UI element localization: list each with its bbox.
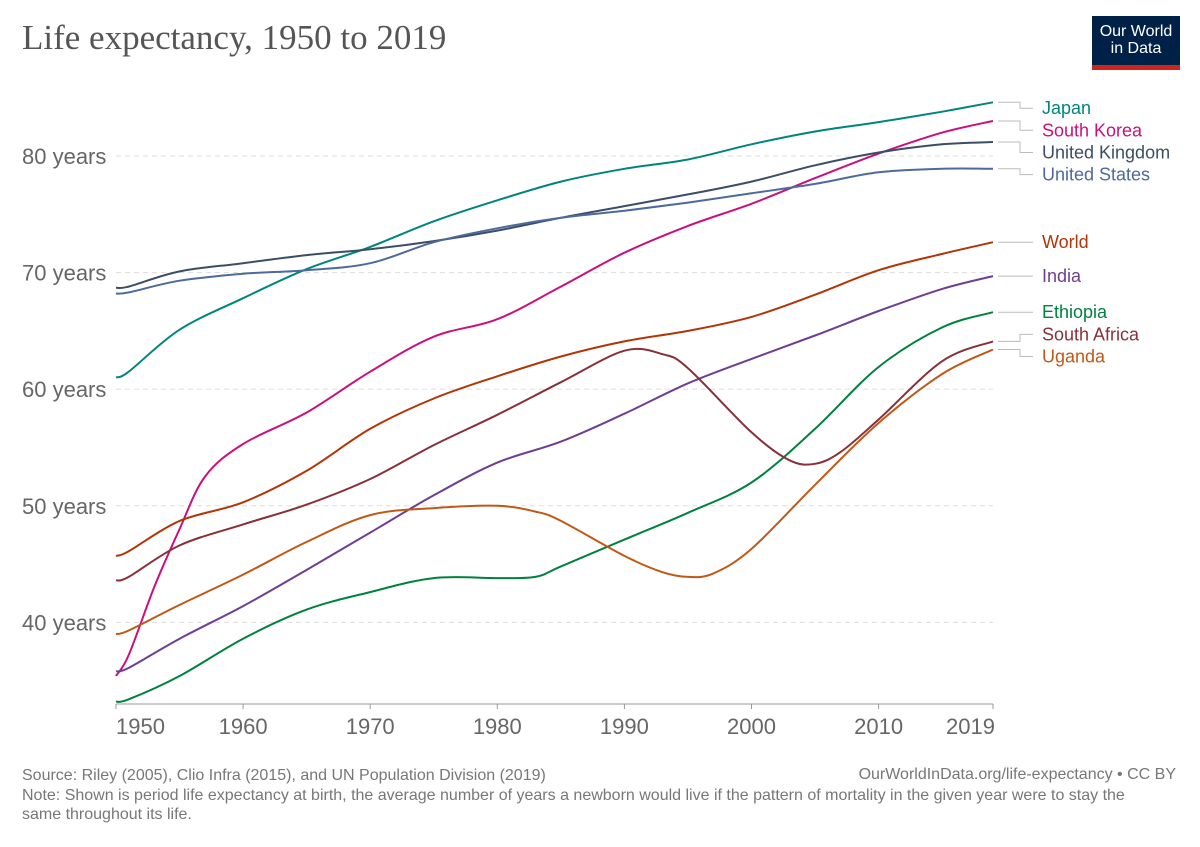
y-axis-labels: 40 years 50 years 60 years 70 years 80 years [22,144,106,635]
license-link[interactable]: OurWorldInData.org/life-expectancy • CC … [858,766,1176,783]
series-label-uganda[interactable]: Uganda [1042,347,1106,367]
x-tick-label: 2000 [727,714,776,739]
series-label-south-africa[interactable]: South Africa [1042,324,1140,344]
y-tick-label: 50 years [22,494,106,519]
series-line-uganda[interactable] [115,348,994,635]
owid-logo[interactable]: Our World in Data [1092,16,1180,70]
series-line-united-kingdom[interactable] [115,141,994,290]
series-label-south-korea[interactable]: South Korea [1042,120,1143,140]
x-tick-label: 1960 [219,714,268,739]
series-label-united-states[interactable]: United States [1042,165,1150,185]
x-axis: 1950 1960 1970 1980 1990 2000 2010 2019 [115,703,995,739]
series-line-south-africa[interactable] [115,340,994,582]
label-connector [998,120,1033,131]
series-line-united-states[interactable] [115,167,994,295]
x-tick-label: 1980 [473,714,522,739]
y-tick-label: 40 years [22,610,106,635]
y-tick-label: 70 years [22,261,106,286]
series-lines [115,101,994,703]
x-tick-label: 1970 [346,714,395,739]
line-chart: 40 years 50 years 60 years 70 years 80 years… [22,98,1170,739]
logo-line-1: Our World [1099,23,1173,40]
series-label-japan[interactable]: Japan [1042,98,1091,118]
x-tick-label: 1990 [600,714,649,739]
series-label-united-kingdom[interactable]: United Kingdom [1042,142,1170,162]
x-tick-label: 2019 [946,714,995,739]
series-line-ethiopia[interactable] [115,311,994,703]
label-connector [998,141,1033,153]
x-tick-label: 1950 [116,714,165,739]
series-label-world[interactable]: World [1042,232,1089,252]
x-tick-label: 2010 [854,714,903,739]
label-connector [998,101,1033,109]
label-connector [998,333,1033,342]
series-line-japan[interactable] [115,101,994,379]
y-tick-label: 60 years [22,377,106,402]
note-text: Note: Shown is period life expectancy at… [22,787,1125,823]
label-connector [998,168,1033,176]
chart-title: Life expectancy, 1950 to 2019 [22,18,447,57]
series-label-ethiopia[interactable]: Ethiopia [1042,302,1108,322]
source-text: Source: Riley (2005), Clio Infra (2015),… [22,767,546,784]
series-label-india[interactable]: India [1042,266,1082,286]
series-line-india[interactable] [115,275,994,673]
grid-lines [116,155,993,623]
logo-line-2: in Data [1110,40,1162,57]
y-tick-label: 80 years [22,144,106,169]
series-line-world[interactable] [115,241,994,557]
series-line-south-korea[interactable] [115,120,994,677]
label-connector [998,349,1033,357]
